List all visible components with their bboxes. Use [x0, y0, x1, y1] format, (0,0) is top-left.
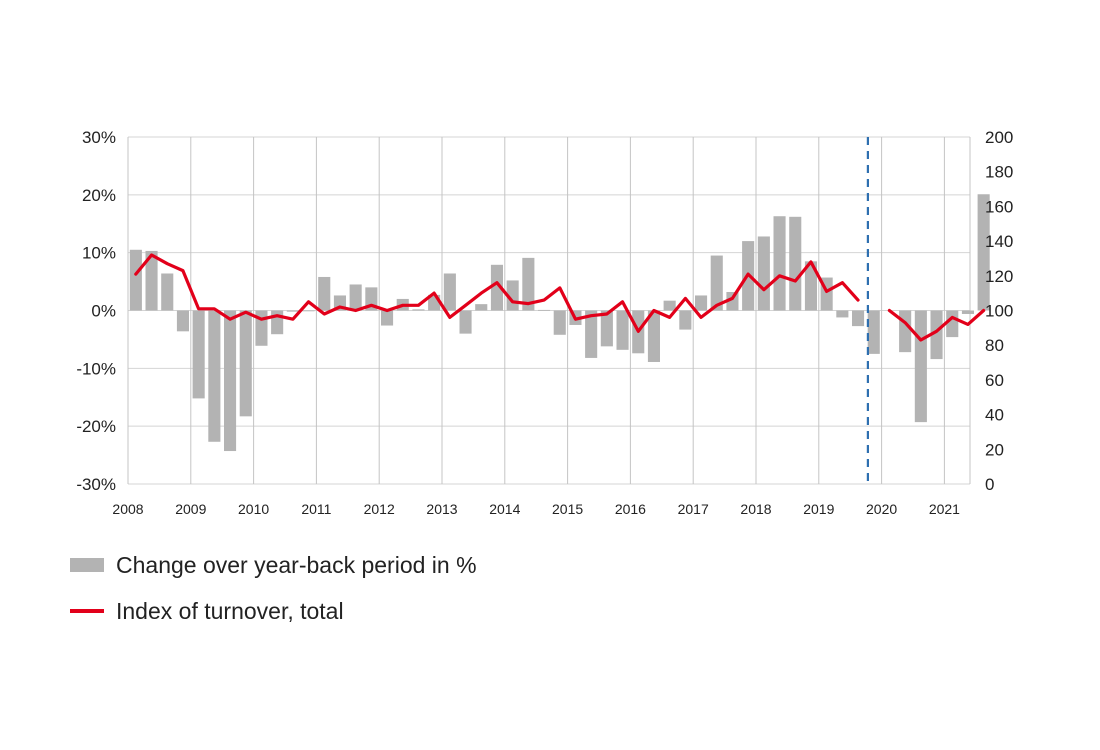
bar — [302, 310, 315, 312]
bar — [757, 236, 770, 311]
bar — [271, 310, 284, 335]
left-axis-tick-label: -10% — [76, 359, 116, 378]
bar — [176, 310, 189, 332]
x-axis-tick-label: 2020 — [866, 501, 897, 517]
bar — [522, 257, 535, 311]
x-axis-tick-label: 2009 — [175, 501, 206, 517]
right-axis-tick-label: 60 — [985, 371, 1004, 390]
bar — [946, 310, 959, 338]
bar — [490, 264, 503, 311]
left-axis-tick-label: -30% — [76, 475, 116, 494]
bar — [224, 310, 237, 452]
right-axis-tick-label: 120 — [985, 267, 1013, 286]
bar — [616, 310, 629, 350]
left-axis-tick-label: 0% — [91, 302, 116, 321]
bar — [129, 249, 142, 311]
bar — [977, 194, 990, 311]
bar — [318, 276, 331, 311]
x-axis-tick-label: 2014 — [489, 501, 520, 517]
legend-line-swatch — [70, 609, 104, 613]
left-axis-tick-label: 20% — [82, 186, 116, 205]
bar — [852, 310, 865, 327]
bar — [161, 273, 174, 311]
legend-bar-swatch — [70, 558, 104, 572]
bar — [836, 310, 849, 318]
right-axis-tick-label: 160 — [985, 197, 1013, 216]
right-axis-tick-label: 20 — [985, 440, 1004, 459]
bar — [773, 216, 786, 311]
legend-label-line: Index of turnover, total — [116, 597, 344, 624]
right-axis-tick-label: 180 — [985, 163, 1013, 182]
x-axis-tick-label: 2008 — [112, 501, 143, 517]
x-axis-tick-label: 2011 — [301, 501, 331, 517]
bar — [961, 310, 974, 314]
bar — [553, 310, 566, 335]
bar — [443, 273, 456, 311]
legend: Change over year-back period in % Index … — [70, 550, 477, 626]
bar — [867, 310, 880, 354]
right-axis-tick-label: 0 — [985, 475, 994, 494]
legend-item-bars: Change over year-back period in % — [70, 550, 477, 580]
bar — [192, 310, 205, 399]
bar — [914, 310, 927, 423]
bar — [930, 310, 943, 360]
bar — [239, 310, 252, 417]
bar — [679, 310, 692, 330]
right-axis-tick-label: 100 — [985, 302, 1013, 321]
left-axis-tick-label: 10% — [82, 244, 116, 263]
right-axis-tick-label: 140 — [985, 232, 1013, 251]
bar — [804, 261, 817, 311]
bar — [381, 310, 394, 326]
chart: 30%20%10%0%-10%-20%-30%20018016014012010… — [76, 128, 1013, 517]
bar — [647, 310, 660, 362]
left-axis-tick-label: 30% — [82, 128, 116, 147]
bar — [349, 284, 362, 311]
bar — [459, 310, 472, 334]
bar — [710, 255, 723, 311]
x-axis-tick-label: 2021 — [929, 501, 960, 517]
bar — [585, 310, 598, 358]
bar — [695, 295, 708, 311]
bar — [208, 310, 221, 442]
bar — [538, 309, 551, 311]
bar — [663, 300, 676, 311]
bar — [475, 304, 488, 311]
x-axis-tick-label: 2017 — [678, 501, 709, 517]
index-line — [134, 253, 860, 333]
bar — [145, 250, 158, 311]
index-line — [887, 308, 986, 342]
x-axis-tick-label: 2016 — [615, 501, 646, 517]
x-axis-tick-label: 2015 — [552, 501, 583, 517]
x-axis-tick-label: 2012 — [364, 501, 395, 517]
right-axis-tick-label: 40 — [985, 406, 1004, 425]
right-axis-tick-label: 200 — [985, 128, 1013, 147]
right-axis-tick-label: 80 — [985, 336, 1004, 355]
bar — [789, 216, 802, 311]
left-axis-tick-label: -20% — [76, 417, 116, 436]
x-axis-tick-label: 2010 — [238, 501, 269, 517]
legend-label-bars: Change over year-back period in % — [116, 551, 477, 578]
bar — [899, 310, 912, 353]
x-axis-tick-label: 2019 — [803, 501, 834, 517]
legend-item-line: Index of turnover, total — [70, 596, 477, 626]
x-axis-tick-label: 2018 — [740, 501, 771, 517]
bar — [726, 291, 739, 311]
bar — [412, 309, 425, 311]
x-axis-tick-label: 2013 — [426, 501, 457, 517]
bar — [600, 310, 613, 347]
bar — [286, 310, 299, 312]
